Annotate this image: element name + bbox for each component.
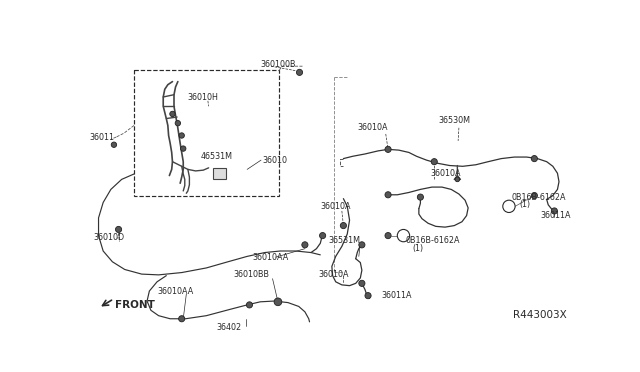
Circle shape [179, 316, 185, 322]
Circle shape [455, 177, 460, 182]
Text: S: S [401, 233, 406, 239]
Text: 36011A: 36011A [541, 211, 571, 220]
Circle shape [274, 298, 282, 306]
Text: 36010H: 36010H [187, 93, 218, 102]
Text: 36010A: 36010A [431, 170, 461, 179]
Circle shape [359, 280, 365, 286]
Text: 36011A: 36011A [382, 291, 412, 300]
Text: 0B16B-6162A: 0B16B-6162A [405, 237, 460, 246]
Text: 36010: 36010 [262, 155, 287, 165]
Text: 36010A: 36010A [357, 123, 388, 132]
Circle shape [385, 232, 391, 239]
Circle shape [319, 232, 326, 239]
Circle shape [170, 111, 175, 117]
Bar [134, 70, 280, 196]
Circle shape [503, 200, 515, 212]
Circle shape [180, 146, 186, 151]
Circle shape [417, 194, 424, 200]
Text: (1): (1) [413, 244, 424, 253]
Text: 36530M: 36530M [438, 116, 470, 125]
Text: 360100B: 360100B [260, 60, 296, 69]
Circle shape [531, 155, 538, 162]
Circle shape [385, 192, 391, 198]
Circle shape [340, 222, 346, 229]
Bar [212, 168, 227, 179]
Text: 36010A: 36010A [319, 270, 349, 279]
Text: FRONT: FRONT [115, 300, 156, 310]
Text: 36531M: 36531M [328, 237, 360, 246]
Circle shape [175, 121, 180, 126]
Circle shape [115, 226, 122, 232]
Text: 36011: 36011 [90, 132, 115, 141]
Circle shape [179, 133, 184, 138]
Text: 46531M: 46531M [201, 152, 233, 161]
Text: 36010A: 36010A [320, 202, 351, 211]
Circle shape [296, 69, 303, 76]
Circle shape [385, 146, 391, 153]
Circle shape [359, 242, 365, 248]
Circle shape [111, 142, 116, 147]
Text: 36402: 36402 [216, 324, 241, 333]
Circle shape [302, 242, 308, 248]
Text: 36010BB: 36010BB [234, 270, 269, 279]
Text: R443003X: R443003X [513, 310, 566, 320]
Text: 36010AA: 36010AA [253, 253, 289, 262]
Circle shape [397, 230, 410, 242]
Text: (1): (1) [519, 200, 530, 209]
Text: S: S [506, 204, 511, 210]
Circle shape [551, 208, 557, 214]
Text: 0B16B-6162A: 0B16B-6162A [511, 193, 566, 202]
Circle shape [531, 192, 538, 199]
Circle shape [246, 302, 253, 308]
Text: 36010AA: 36010AA [157, 286, 193, 295]
Text: 36010D: 36010D [93, 232, 124, 242]
Circle shape [365, 293, 371, 299]
Circle shape [431, 158, 437, 165]
